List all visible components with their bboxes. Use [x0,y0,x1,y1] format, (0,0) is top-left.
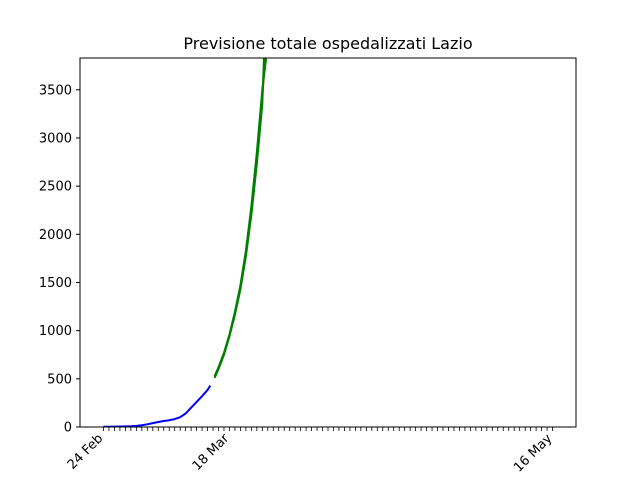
y-tick-label: 500 [47,372,72,387]
y-tick-label: 3000 [39,131,72,146]
series-line-4 [213,58,268,377]
x-axis: 24 Feb 18 Mar 16 May [65,427,556,475]
x-tick-label: 24 Feb [65,431,107,473]
x-tick-label: 16 May [511,431,555,475]
y-tick-label: 1500 [39,276,72,291]
x-tick-label: 18 Mar [190,431,233,474]
y-tick-label: 2500 [39,180,72,195]
series-line-3 [213,58,265,379]
y-tick-label: 2000 [39,228,72,243]
series-line-1 [103,385,212,427]
plot-frame [79,57,577,428]
chart-title: Previsione totale ospedalizzati Lazio [183,34,472,53]
series-layer [103,58,268,427]
y-tick-label: 0 [64,421,72,436]
y-axis: 0 500 1000 1500 2000 2500 3000 3500 [39,83,80,436]
y-tick-label: 1000 [39,324,72,339]
series-line-2 [213,58,267,378]
y-tick-label: 3500 [39,83,72,98]
